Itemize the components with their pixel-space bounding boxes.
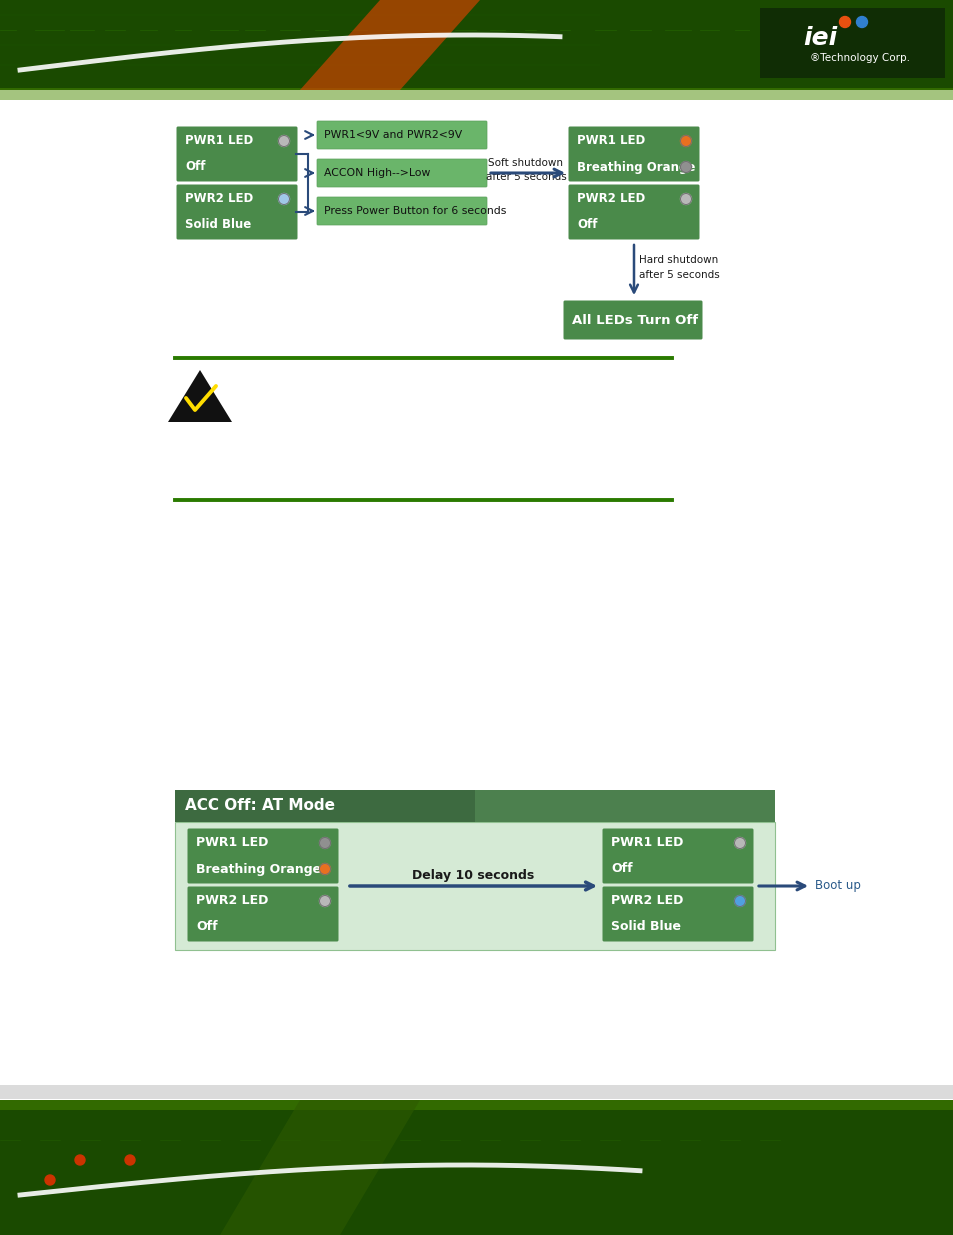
- Text: PWR1 LED: PWR1 LED: [577, 135, 644, 147]
- FancyBboxPatch shape: [568, 126, 699, 182]
- Text: Hard shutdown: Hard shutdown: [639, 254, 718, 266]
- Polygon shape: [220, 1100, 419, 1235]
- Polygon shape: [168, 370, 232, 422]
- Text: ACCON High-->Low: ACCON High-->Low: [324, 168, 430, 178]
- Circle shape: [319, 837, 330, 848]
- Text: PWR2 LED: PWR2 LED: [185, 193, 253, 205]
- Bar: [749, 2, 949, 88]
- Text: PWR1 LED: PWR1 LED: [610, 836, 682, 850]
- Text: ®Technology Corp.: ®Technology Corp.: [809, 53, 909, 63]
- FancyBboxPatch shape: [176, 126, 297, 182]
- Polygon shape: [299, 0, 479, 90]
- FancyBboxPatch shape: [174, 790, 774, 823]
- Text: Soft shutdown: Soft shutdown: [488, 158, 563, 168]
- Text: after 5 seconds: after 5 seconds: [639, 270, 719, 280]
- Text: PWR2 LED: PWR2 LED: [195, 894, 268, 908]
- Text: Off: Off: [610, 862, 632, 876]
- Text: ACC Off: AT Mode: ACC Off: AT Mode: [185, 799, 335, 814]
- Text: PWR2 LED: PWR2 LED: [577, 193, 644, 205]
- Text: PWR2 LED: PWR2 LED: [610, 894, 682, 908]
- Circle shape: [679, 194, 691, 205]
- FancyBboxPatch shape: [176, 184, 297, 240]
- Bar: [0, 1100, 953, 1110]
- Text: Breathing Orange: Breathing Orange: [195, 862, 321, 876]
- Circle shape: [734, 895, 744, 906]
- Text: iei: iei: [802, 26, 836, 49]
- Circle shape: [679, 136, 691, 147]
- FancyBboxPatch shape: [316, 198, 486, 225]
- FancyBboxPatch shape: [316, 159, 486, 186]
- Circle shape: [278, 194, 289, 205]
- Circle shape: [839, 16, 850, 27]
- Bar: [475, 790, 774, 823]
- Circle shape: [319, 863, 330, 874]
- Circle shape: [45, 1174, 55, 1186]
- Text: Breathing Orange: Breathing Orange: [577, 161, 695, 173]
- Bar: [174, 823, 774, 950]
- FancyBboxPatch shape: [602, 829, 753, 883]
- Circle shape: [75, 1155, 85, 1165]
- Text: Solid Blue: Solid Blue: [185, 219, 251, 231]
- Text: PWR1<9V and PWR2<9V: PWR1<9V and PWR2<9V: [324, 130, 462, 140]
- Text: Off: Off: [195, 920, 217, 934]
- Text: All LEDs Turn Off: All LEDs Turn Off: [572, 314, 698, 326]
- Text: PWR1 LED: PWR1 LED: [195, 836, 268, 850]
- Bar: [0, 1100, 953, 1235]
- FancyBboxPatch shape: [602, 887, 753, 941]
- Bar: [760, 7, 944, 78]
- Text: Off: Off: [577, 219, 597, 231]
- Circle shape: [734, 837, 744, 848]
- FancyBboxPatch shape: [563, 300, 701, 340]
- Text: Press Power Button for 6 seconds: Press Power Button for 6 seconds: [324, 206, 506, 216]
- Bar: [0, 1086, 953, 1099]
- Text: after 5 seconds: after 5 seconds: [485, 172, 566, 182]
- FancyBboxPatch shape: [188, 887, 338, 941]
- Text: Off: Off: [185, 161, 205, 173]
- Text: Delay 10 seconds: Delay 10 seconds: [412, 869, 534, 883]
- Circle shape: [125, 1155, 135, 1165]
- Text: Boot up: Boot up: [814, 879, 860, 893]
- Circle shape: [278, 136, 289, 147]
- Text: Solid Blue: Solid Blue: [610, 920, 680, 934]
- Text: PWR1 LED: PWR1 LED: [185, 135, 253, 147]
- Circle shape: [319, 895, 330, 906]
- Circle shape: [856, 16, 866, 27]
- FancyBboxPatch shape: [316, 121, 486, 149]
- Bar: [0, 88, 953, 100]
- Bar: [0, 0, 953, 90]
- FancyBboxPatch shape: [188, 829, 338, 883]
- FancyBboxPatch shape: [568, 184, 699, 240]
- Circle shape: [679, 162, 691, 173]
